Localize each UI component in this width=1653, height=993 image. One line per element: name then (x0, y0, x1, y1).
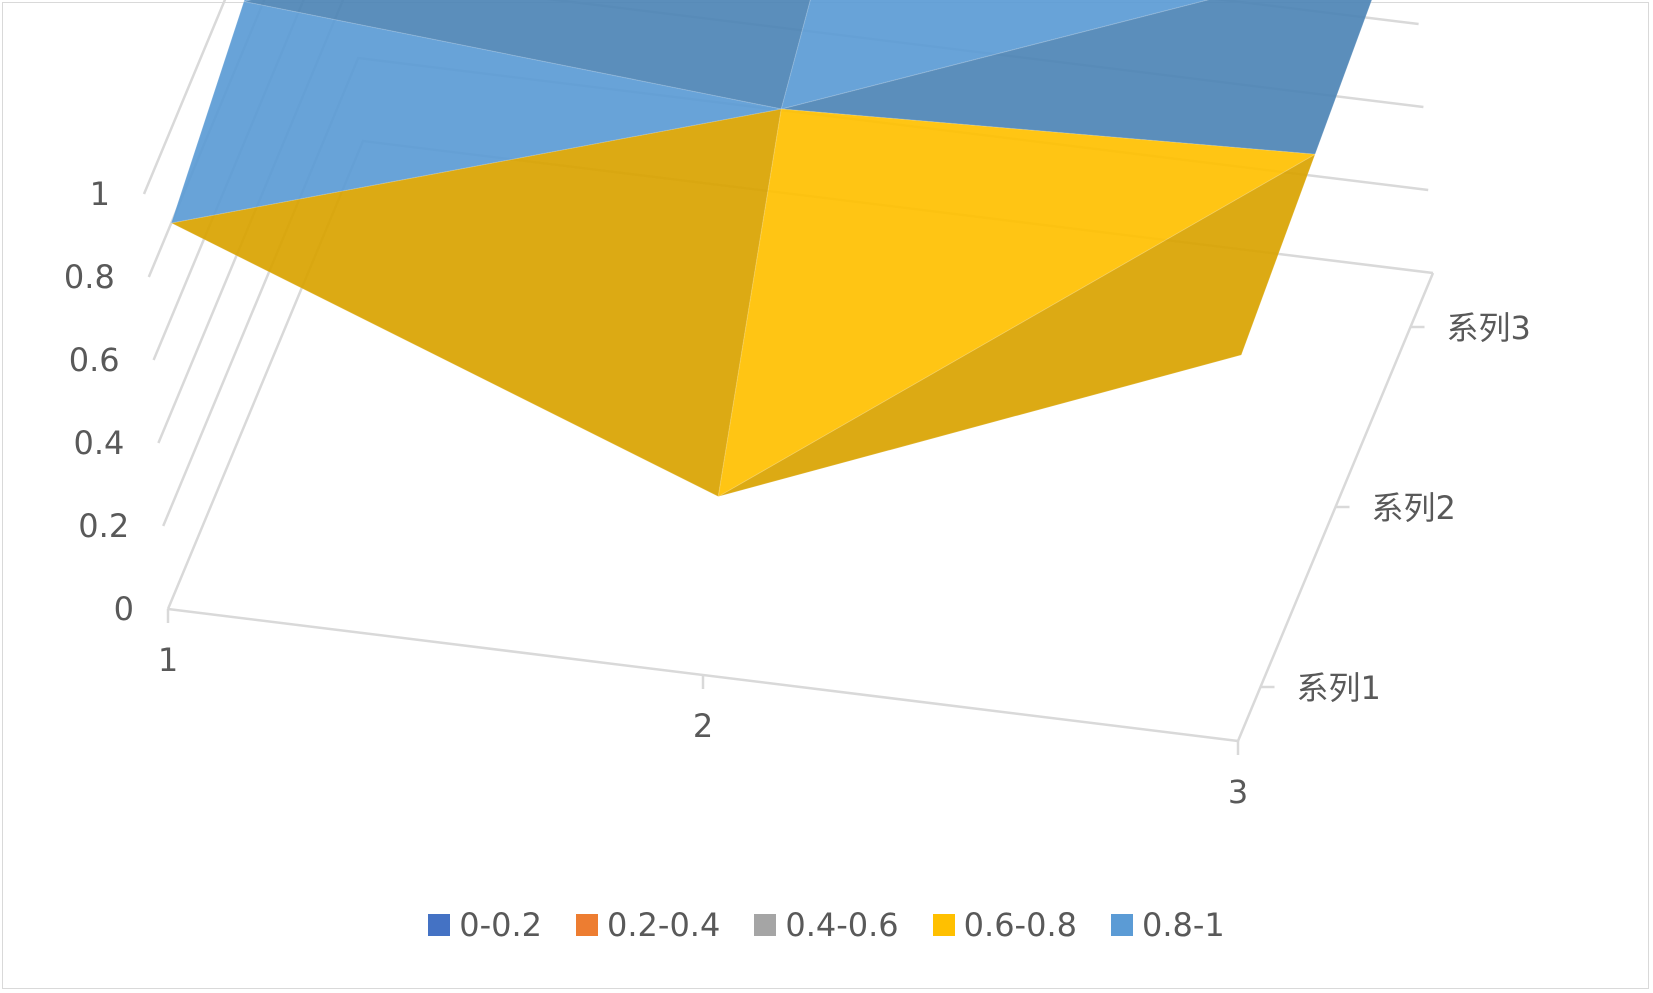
legend: 0-0.2 0.2-0.4 0.4-0.6 0.6-0.8 0.8-1 (0, 900, 1653, 950)
legend-item: 0-0.2 (428, 906, 542, 944)
legend-swatch (932, 914, 955, 936)
legend-label: 0.8-1 (1141, 906, 1225, 944)
z-tick-label: 0.2 (78, 507, 129, 545)
series-tick-label: 系列2 (1372, 489, 1456, 527)
legend-label: 0-0.2 (459, 906, 542, 944)
category-tick-label: 1 (158, 641, 178, 679)
legend-swatch (576, 914, 598, 936)
z-tick-label: 0.8 (64, 258, 115, 296)
legend-item: 0.8-1 (1110, 906, 1225, 944)
axis-labels: 0 0.2 0.4 0.6 0.8 1 1 2 3 系列1 系列2 系列3 (64, 175, 1531, 811)
z-tick-label: 1 (90, 175, 110, 213)
series-tick-label: 系列1 (1297, 669, 1381, 707)
legend-item: 0.2-0.4 (576, 906, 720, 944)
legend-label: 0.2-0.4 (607, 906, 721, 944)
surface (169, 0, 1373, 498)
legend-label: 0.6-0.8 (963, 906, 1077, 944)
legend-item: 0.6-0.8 (932, 906, 1077, 944)
legend-swatch (754, 914, 777, 936)
z-gridline (142, 0, 227, 195)
z-tick-label: 0.4 (74, 424, 125, 462)
surface-facet (243, 0, 252, 3)
legend-label: 0.4-0.6 (785, 906, 899, 944)
legend-item: 0.4-0.6 (754, 906, 899, 944)
category-tick-label: 3 (1228, 773, 1248, 811)
category-tick-label: 2 (693, 707, 713, 745)
legend-swatch (428, 914, 451, 936)
series-tick-label: 系列3 (1447, 309, 1531, 347)
z-tick-label: 0.6 (69, 341, 120, 379)
z-tick-label: 0 (114, 590, 134, 628)
surface-facet (170, 0, 782, 224)
legend-swatch (1110, 914, 1133, 936)
surface-facet (717, 108, 1317, 498)
surface-facet (780, 0, 1210, 110)
